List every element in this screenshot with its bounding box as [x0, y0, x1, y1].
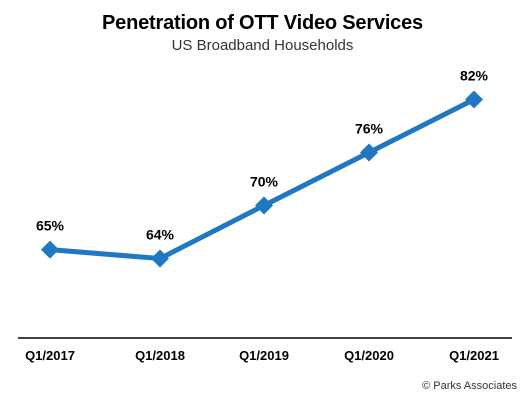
- x-tick-label: Q1/2018: [135, 348, 185, 363]
- data-point-marker: [360, 143, 378, 162]
- data-point-marker: [255, 196, 273, 215]
- data-label: 64%: [146, 227, 175, 243]
- data-point-marker: [151, 249, 169, 268]
- data-label: 76%: [355, 121, 384, 137]
- x-tick-label: Q1/2019: [239, 348, 289, 363]
- copyright-credit: © Parks Associates: [422, 380, 517, 392]
- data-point-marker: [465, 90, 483, 109]
- data-point-marker: [41, 240, 59, 259]
- x-tick-label: Q1/2020: [344, 348, 394, 363]
- chart-marks: Q1/2017 Q1/2018 Q1/2019 Q1/2020 Q1/2021 65% 64…: [18, 68, 512, 363]
- data-label: 65%: [36, 218, 65, 234]
- chart-subtitle: US Broadband Households: [171, 37, 354, 54]
- data-label: 70%: [250, 174, 279, 190]
- data-label: 82%: [460, 68, 489, 84]
- x-tick-label: Q1/2021: [449, 348, 499, 363]
- chart-title: Penetration of OTT Video Services: [102, 12, 423, 34]
- x-tick-label: Q1/2017: [25, 348, 75, 363]
